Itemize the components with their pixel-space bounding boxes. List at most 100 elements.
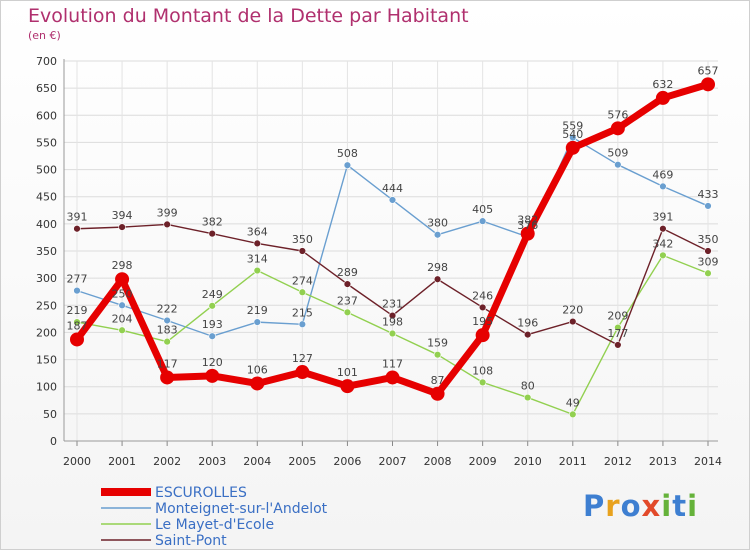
data-label: 209 [607,310,628,323]
data-point [250,376,265,391]
x-tick-label: 2009 [469,455,497,468]
data-labels: 187 298 117 120 106 127 101 117 87 195 382 540 576 63… [67,64,719,409]
data-label: 231 [382,298,403,311]
data-point [701,77,715,92]
data-point [343,308,352,317]
x-tick-label: 2014 [694,455,722,468]
data-point [205,368,220,383]
data-label: 106 [247,363,268,376]
data-point [118,223,126,231]
data-point [659,182,667,191]
data-point [614,160,622,169]
y-tick-label: 450 [36,191,57,204]
y-tick-label: 650 [36,82,57,95]
data-label: 382 [202,216,223,229]
data-label: 289 [337,266,358,279]
x-tick-label: 2005 [288,455,316,468]
data-point [385,370,400,385]
y-tick-label: 700 [36,55,57,68]
y-tick-label: 400 [36,218,57,231]
data-label: 274 [292,274,313,287]
data-point [163,337,171,346]
data-label: 298 [112,259,133,272]
data-point [160,370,175,385]
data-point [659,251,667,260]
data-label: 399 [157,206,178,219]
data-label: 298 [427,261,448,274]
y-tick-label: 100 [36,381,57,394]
data-label: 187 [67,319,88,332]
data-point [208,332,216,340]
data-point [343,280,352,288]
data-label: 219 [247,304,268,317]
data-point [118,326,126,334]
data-label: 249 [202,288,223,301]
data-label: 159 [427,337,448,350]
data-label: 433 [698,188,719,201]
data-point [610,121,625,136]
data-label: 120 [202,356,223,369]
data-point [340,379,355,394]
grid [64,60,718,442]
data-label: 469 [652,168,673,181]
chart-title: Evolution du Montant de la Dette par Hab… [28,5,469,27]
data-point [73,225,81,233]
x-tick-label: 2000 [63,455,91,468]
data-point [70,332,84,347]
data-point [388,196,397,204]
data-label: 219 [67,304,88,317]
data-point [478,378,487,387]
y-tick-label: 600 [36,109,57,122]
legend-label: Le Mayet-d'Ecole [155,517,274,533]
data-point [524,330,532,339]
x-tick-label: 2011 [559,455,587,468]
data-label: 380 [427,217,448,230]
data-label: 391 [67,211,88,224]
x-tick-label: 2002 [153,455,181,468]
y-tick-label: 200 [36,326,57,339]
data-point [253,318,261,326]
legend-item: ESCUROLLES [101,485,247,501]
x-tick-label: 2013 [649,455,677,468]
data-point [253,266,261,275]
data-label: 117 [382,357,403,370]
data-point [298,320,307,328]
data-point [115,272,130,287]
data-point [704,269,712,277]
data-point [433,231,442,239]
y-tick-label: 300 [36,272,57,285]
legend-label: Saint-Pont [155,533,227,549]
series-escurolles [70,77,715,401]
data-label: 364 [247,225,268,238]
data-point [208,302,216,310]
data-point [478,217,487,225]
series-saint-pont [73,220,712,349]
data-label: 196 [517,317,538,330]
data-label: 237 [337,294,358,307]
y-tick-label: 550 [36,136,57,149]
data-point [478,303,487,312]
data-point [655,90,670,105]
x-tick-label: 2003 [198,455,226,468]
data-label: 220 [562,304,583,317]
y-tick-label: 0 [50,435,57,448]
series-layer [70,77,715,419]
data-point [475,328,490,343]
data-label: 193 [202,318,223,331]
y-tick-label: 350 [36,245,57,258]
data-label: 444 [382,182,403,195]
y-tick-label: 500 [36,164,57,177]
data-point [659,225,667,233]
data-label: 391 [652,211,673,224]
data-point [430,386,445,401]
legend-item: Le Mayet-d'Ecole [101,517,274,533]
data-point [388,329,397,338]
data-point [73,318,81,326]
data-label: 80 [521,380,535,393]
data-point [520,226,535,241]
data-label: 195 [472,315,493,328]
data-label: 215 [292,306,313,319]
